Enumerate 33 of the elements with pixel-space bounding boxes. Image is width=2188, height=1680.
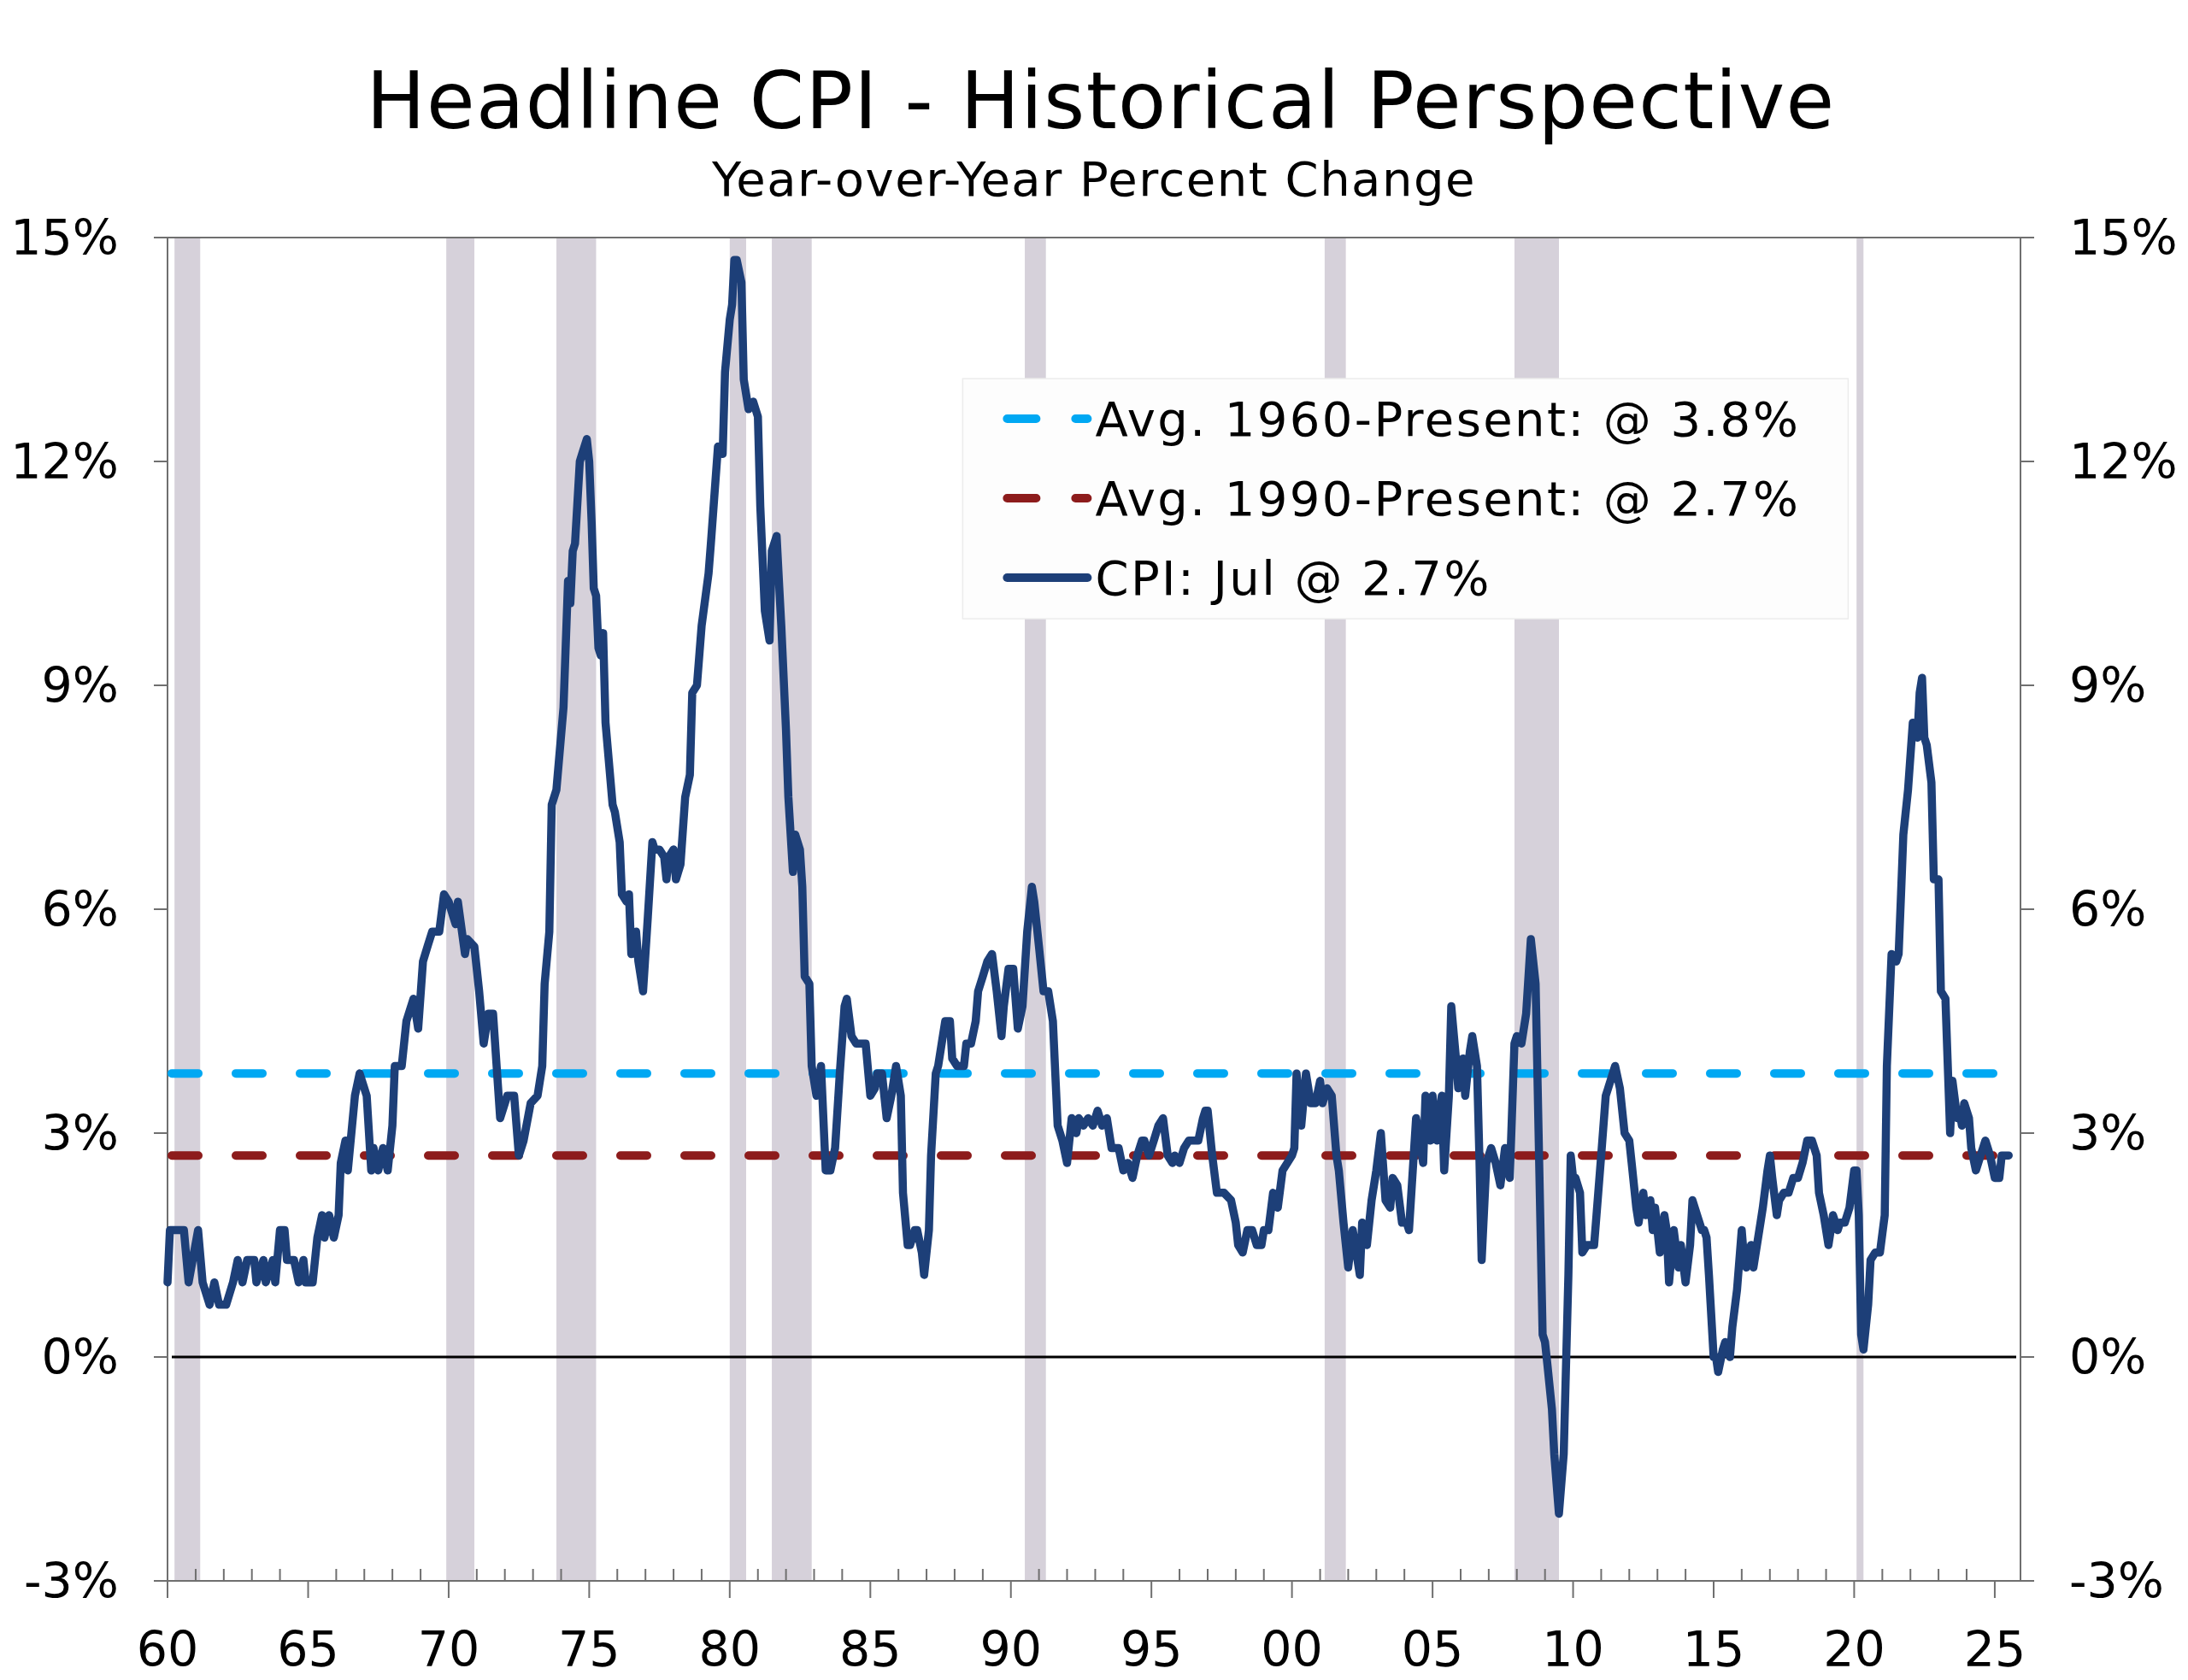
y2-tick-label: 15% [2069,209,2178,266]
y2-tick-label: 12% [2069,433,2178,490]
x-tick-label: 80 [698,1621,762,1677]
y-tick-label: 6% [41,881,119,937]
y2-tick-label: 9% [2069,657,2147,714]
legend-label: CPI: Jul @ 2.7% [1095,549,1491,606]
x-tick-label: 15 [1682,1621,1745,1677]
y-tick-label: -3% [24,1553,119,1609]
x-tick-label: 85 [839,1621,902,1677]
y-tick-label: 12% [10,433,119,490]
legend-label: Avg. 1960-Present: @ 3.8% [1095,391,1801,447]
y-tick-label: 0% [41,1329,119,1385]
y2-tick-label: -3% [2069,1553,2164,1609]
x-tick-label: 60 [136,1621,199,1677]
x-tick-label: 10 [1542,1621,1604,1677]
x-tick-label: 95 [1120,1621,1183,1677]
x-tick-label: 65 [277,1621,339,1677]
y2-tick-label: 0% [2069,1329,2147,1385]
x-tick-label: 20 [1823,1621,1885,1677]
chart-subtitle: Year-over-Year Percent Change [711,150,1476,207]
y2-tick-label: 6% [2069,881,2147,937]
x-tick-label: 75 [558,1621,621,1677]
y-tick-label: 3% [41,1105,119,1161]
x-tick-label: 00 [1261,1621,1323,1677]
x-tick-label: 05 [1401,1621,1464,1677]
x-tick-label: 90 [979,1621,1043,1677]
legend-label: Avg. 1990-Present: @ 2.7% [1095,470,1801,526]
x-tick-label: 25 [1963,1621,2026,1677]
y2-tick-label: 3% [2069,1105,2147,1161]
y-tick-label: 9% [41,657,119,714]
y-tick-label: 15% [10,209,119,266]
chart-title: Headline CPI - Historical Perspective [366,55,1836,147]
x-tick-label: 70 [417,1621,480,1677]
